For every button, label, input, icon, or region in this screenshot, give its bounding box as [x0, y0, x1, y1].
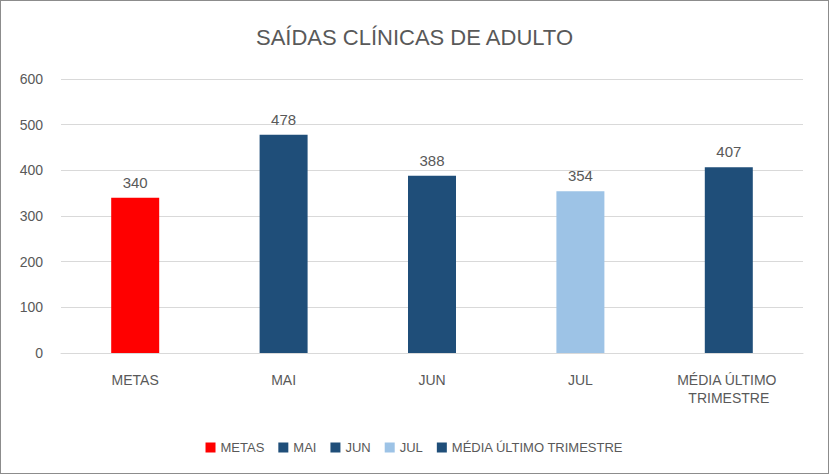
svg-text:200: 200 — [20, 254, 44, 270]
svg-text:400: 400 — [20, 162, 44, 178]
svg-text:600: 600 — [20, 71, 44, 87]
svg-text:MAI: MAI — [271, 372, 296, 388]
svg-text:0: 0 — [35, 345, 43, 361]
svg-text:METAS: METAS — [112, 372, 159, 388]
svg-text:JUL: JUL — [400, 440, 423, 455]
svg-text:JUL: JUL — [568, 372, 593, 388]
svg-text:JUN: JUN — [418, 372, 445, 388]
svg-text:MÉDIA ÚLTIMO TRIMESTRE: MÉDIA ÚLTIMO TRIMESTRE — [452, 440, 623, 455]
svg-text:407: 407 — [716, 143, 741, 160]
svg-text:478: 478 — [271, 111, 296, 128]
svg-text:TRIMESTRE: TRIMESTRE — [688, 390, 769, 406]
svg-text:500: 500 — [20, 117, 44, 133]
svg-text:JUN: JUN — [345, 440, 370, 455]
svg-text:MAI: MAI — [293, 440, 316, 455]
svg-text:340: 340 — [123, 174, 148, 191]
svg-text:METAS: METAS — [221, 440, 265, 455]
svg-text:100: 100 — [20, 299, 44, 315]
svg-text:SAÍDAS CLÍNICAS DE ADULTO: SAÍDAS CLÍNICAS DE ADULTO — [256, 25, 573, 50]
svg-text:388: 388 — [419, 152, 444, 169]
svg-text:MÉDIA ÚLTIMO: MÉDIA ÚLTIMO — [677, 372, 780, 388]
svg-text:354: 354 — [568, 167, 593, 184]
svg-text:300: 300 — [20, 208, 44, 224]
